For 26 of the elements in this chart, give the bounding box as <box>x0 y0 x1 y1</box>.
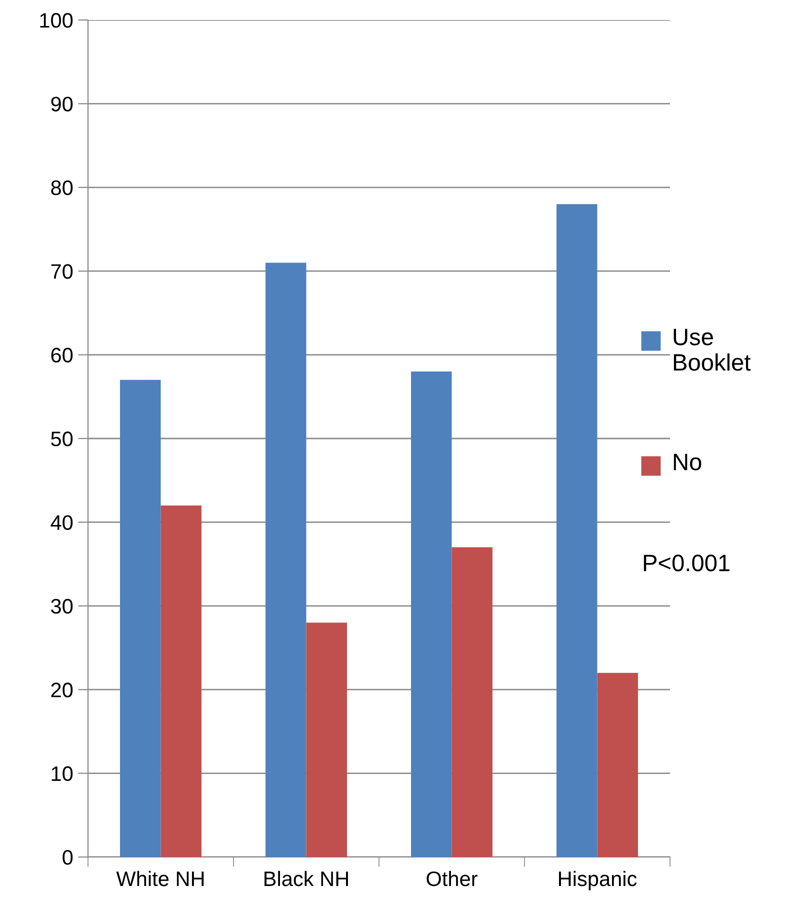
annotation: P<0.001 <box>644 554 730 572</box>
x-tick-label: Other <box>426 870 478 886</box>
bar <box>266 262 306 857</box>
bar <box>452 547 492 857</box>
y-tick-label: 10 <box>52 766 73 782</box>
y-tick-label: 100 <box>40 13 73 28</box>
x-tick-label: White NH <box>116 870 204 886</box>
y-tick-label: 60 <box>51 348 73 363</box>
y-tick-label: 40 <box>50 515 73 530</box>
y-tick-label: 30 <box>51 598 73 614</box>
y-tick-label: 90 <box>51 96 73 112</box>
legend-label: Use Booklet <box>674 328 751 371</box>
bar <box>556 204 598 857</box>
y-tick-label: 50 <box>51 432 73 446</box>
bar <box>120 380 161 857</box>
x-tick-label: Black NH <box>264 870 348 886</box>
y-tick-label: 80 <box>51 180 73 196</box>
y-tick-label: 0 <box>62 850 73 865</box>
y-tick-label: 70 <box>51 264 73 279</box>
bar <box>411 372 452 857</box>
bar <box>306 622 347 857</box>
legend-label: No <box>674 454 702 470</box>
bar <box>597 672 638 857</box>
x-tick-label: Hispanic <box>559 870 637 890</box>
y-tick-label: 20 <box>51 682 73 698</box>
bar <box>160 505 202 857</box>
